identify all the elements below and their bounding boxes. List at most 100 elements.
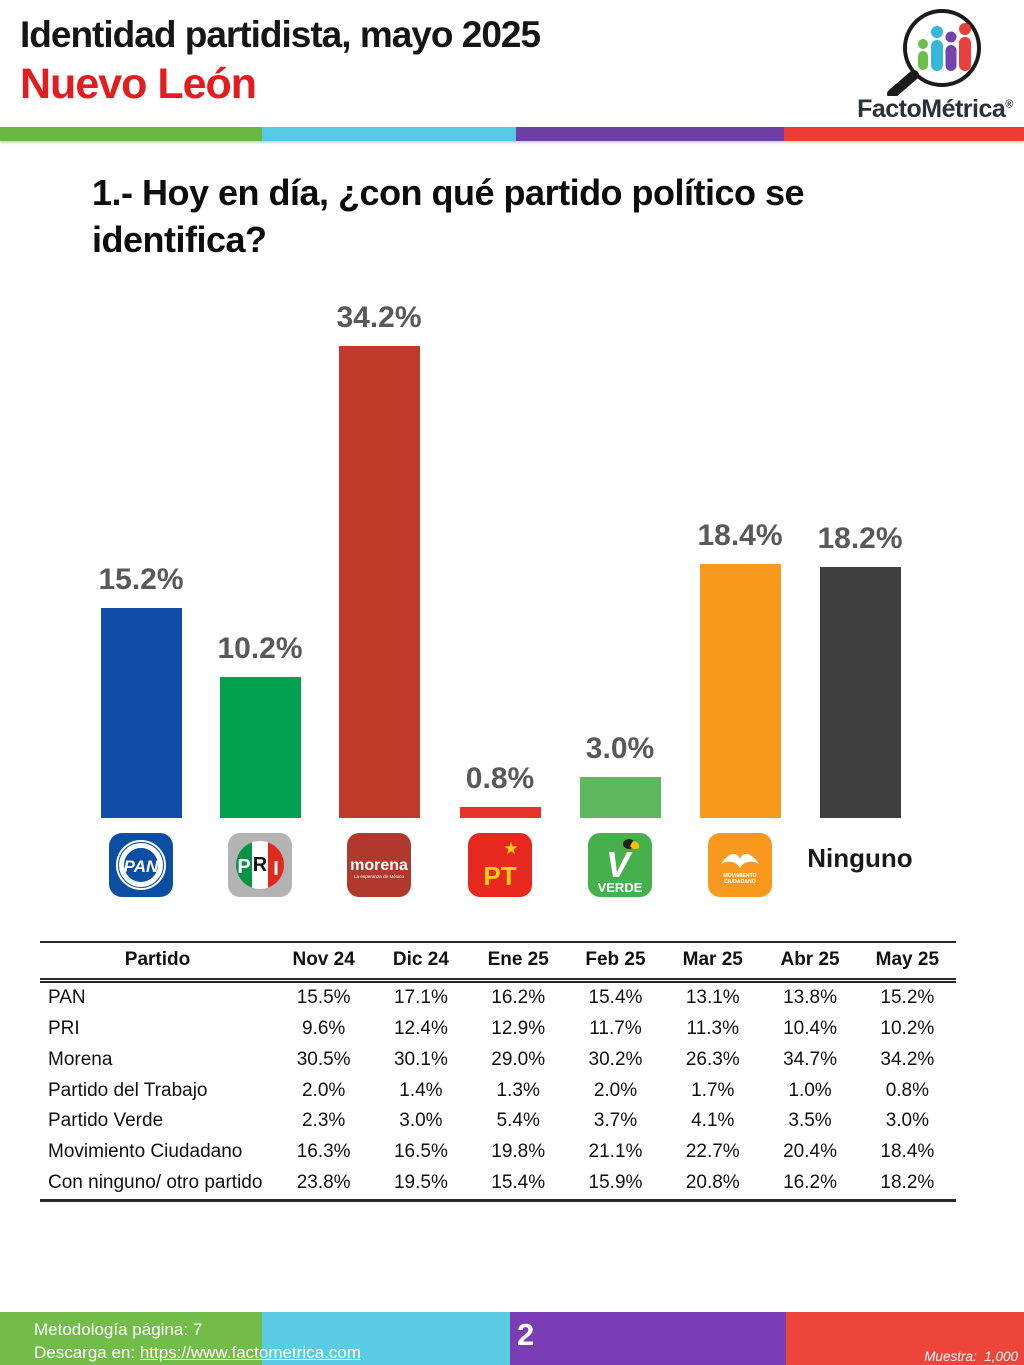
verde-v-mark: V (606, 844, 633, 885)
footer-stripe-red (786, 1312, 1024, 1365)
party-name: Partido Verde (48, 1110, 164, 1132)
mc-text-line1: MOVIMIENTO (723, 873, 756, 879)
table-cell: 2.0% (593, 1079, 638, 1101)
table-header-0: Partido (40, 941, 275, 983)
trend-table: Partido Nov 24 Dic 24 Ene 25 Feb 25 Mar 25 Abr… (40, 941, 956, 1202)
download-line: Descarga en: https://www.factometrica.co… (34, 1341, 361, 1364)
pan-logo: PAN (108, 832, 174, 898)
table-row: PAN 15.5% 17.1% 16.2% 15.4% 13.1% 13.8% 15.2% (40, 981, 956, 1014)
table-header-3: Ene 25 (469, 941, 567, 983)
table-cell: 20.4% (783, 1141, 837, 1163)
pan-logo-text: PAN (124, 857, 159, 876)
question-title: 1.- Hoy en día, ¿con qué partido polític… (92, 172, 805, 260)
morena-logo: morena La esperanza de México (346, 832, 412, 898)
mc-text-line2: CIUDADANO (724, 879, 756, 885)
table-cell: 3.0% (399, 1110, 443, 1132)
table-row: Partido Verde 2.3% 3.0% 5.4% 3.7% 4.1% 3.5% 3.0… (40, 1106, 956, 1137)
movimiento-ciudadano-logo: MOVIMIENTO CIUDADANO (707, 832, 773, 898)
bar-chart: 15.2% PAN 10.2% (98, 301, 913, 898)
table-cell: 2.0% (301, 1079, 346, 1101)
bar-mc (699, 564, 781, 818)
accent-stripe-top (0, 127, 1024, 141)
table-cell: 19.8% (491, 1141, 546, 1163)
stripe-green (0, 127, 262, 141)
party-name: Movimiento Ciudadano (48, 1141, 243, 1163)
bar-value-label-pan: 15.2% (98, 563, 184, 596)
footer-left-block: Metodología página: 7 Descarga en: https… (34, 1318, 361, 1364)
table-cell: 1.4% (399, 1079, 443, 1101)
footer-stripe-green (0, 1312, 262, 1365)
bar-pan (100, 608, 182, 818)
table-cell: 18.4% (880, 1141, 935, 1163)
table-row: Con ninguno/ otro partido 23.8% 19.5% 15.4%… (40, 1168, 956, 1202)
table-header-5: Mar 25 (664, 941, 762, 983)
table-cell: 30.2% (588, 1048, 643, 1070)
table-cell: 21.1% (588, 1141, 643, 1163)
table-cell: 9.6% (301, 1017, 346, 1039)
table-header-4: Feb 25 (566, 941, 665, 983)
stripe-teal (262, 127, 516, 141)
bar-morena (338, 346, 420, 818)
footer-right-block: Muestra: 1,000 Nivel de Confianza: 95% M… (870, 1314, 1018, 1365)
table-cell: 26.3% (685, 1048, 740, 1070)
stripe-purple (516, 127, 784, 141)
footer-bar (0, 1312, 1024, 1365)
table-cell: 18.2% (858, 1168, 956, 1202)
page-title: Identidad partidista, mayo 2025 (20, 14, 541, 55)
morena-tagline: La esperanza de México (354, 874, 404, 879)
table-cell: 20.8% (664, 1168, 762, 1202)
table-cell: 17.1% (393, 987, 448, 1008)
party-name: Partido del Trabajo (48, 1079, 208, 1101)
table-header-7: May 25 (858, 941, 956, 983)
table-cell: 15.4% (588, 987, 643, 1008)
table-header-1: Nov 24 (275, 941, 373, 983)
page-subtitle: Nuevo León (20, 60, 257, 108)
table-cell: 15.5% (296, 987, 351, 1008)
table-cell: 16.3% (296, 1141, 351, 1163)
table-cell: 1.0% (788, 1079, 832, 1101)
methodology-note: Metodología página: 7 (34, 1320, 203, 1339)
table-cell: 11.7% (589, 1017, 642, 1039)
table-header-2: Dic 24 (372, 941, 470, 983)
page-number: 2 (517, 1317, 535, 1352)
table-row: PRI 9.6% 12.4% 12.9% 11.7% 11.3% 10.4% 10.2% (40, 1014, 956, 1045)
pt-star-icon: ★ (503, 839, 518, 858)
bar-value-label-pt: 0.8% (465, 762, 535, 795)
table-cell: 10.4% (783, 1017, 837, 1039)
footer-stripe-purple (510, 1312, 786, 1365)
factometrica-link[interactable]: https://www.factometrica.com (139, 1343, 361, 1362)
table-cell: 16.2% (491, 987, 546, 1008)
table-cell: 13.1% (685, 987, 740, 1008)
factometrica-logo: FactoMétrica® (854, 4, 1016, 122)
table-row: Partido del Trabajo 2.0% 1.4% 1.3% 2.0% 1.7% 1… (40, 1076, 956, 1107)
pt-logo-text: PT (483, 861, 516, 891)
stripe-red (784, 127, 1024, 141)
table-cell: 30.1% (393, 1048, 448, 1070)
table-cell: 29.0% (491, 1048, 546, 1070)
table-header-6: Abr 25 (761, 941, 859, 983)
table-header-row: Partido Nov 24 Dic 24 Ene 25 Feb 25 Mar 25 Abr… (40, 941, 956, 983)
table-cell: 3.7% (593, 1110, 638, 1132)
sample-size: Muestra: 1,000 (924, 1349, 1018, 1364)
table-cell: 4.1% (691, 1110, 735, 1132)
pri-letter-r: R (253, 854, 268, 876)
table-cell: 13.8% (783, 987, 837, 1008)
pri-letter-p: P (237, 856, 250, 878)
table-row: Movimiento Ciudadano 16.3% 16.5% 19.8% 21.1%… (40, 1137, 956, 1168)
registered-mark: ® (1005, 98, 1013, 111)
bar-value-label-morena: 34.2% (336, 301, 422, 334)
brand-name: FactoMétrica® (857, 95, 1013, 123)
bar-value-label-mc: 18.4% (697, 519, 783, 552)
table-cell: 34.2% (880, 1048, 935, 1070)
table-cell: 34.7% (783, 1048, 837, 1070)
table-cell: 16.2% (761, 1168, 859, 1202)
bar-value-label-ninguno: 18.2% (817, 522, 903, 555)
download-prefix: Descarga en: (34, 1343, 140, 1362)
table-cell: 23.8% (275, 1168, 373, 1202)
bar-pt (459, 807, 541, 818)
magnifier-chart-icon (887, 9, 981, 99)
table-cell: 1.3% (496, 1079, 540, 1101)
table-cell: 11.3% (686, 1017, 739, 1039)
table-cell: 15.2% (880, 987, 935, 1008)
